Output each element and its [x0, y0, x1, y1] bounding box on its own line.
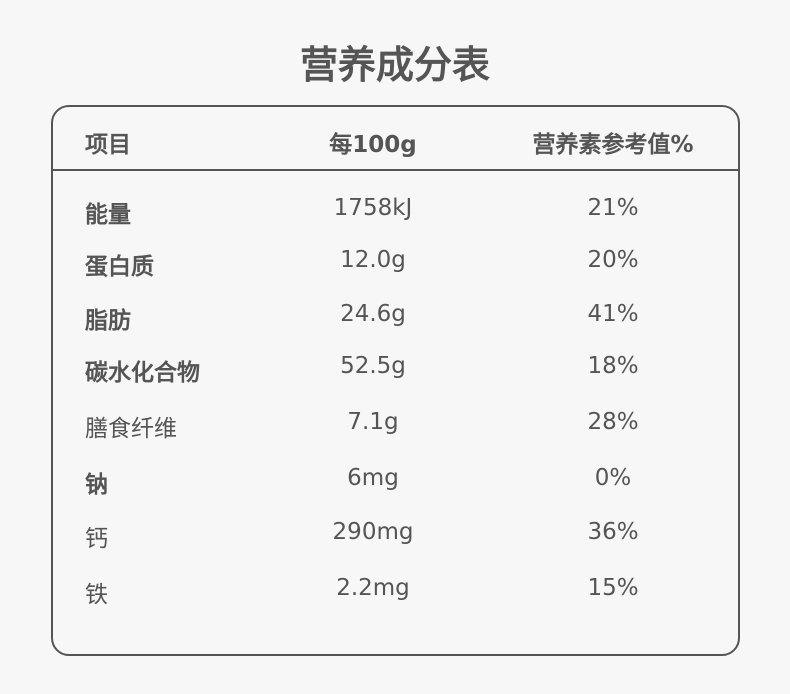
- page-title: 营养成分表: [299, 43, 490, 87]
- nutrient-name: 膳食纤维: [85, 416, 177, 442]
- amount-per-100g: 290mg: [332, 519, 414, 545]
- table-row: 膳食纤维 7.1g 28%: [53, 403, 738, 443]
- nutrient-name: 铁: [85, 582, 108, 608]
- nrv-percent: 15%: [587, 575, 639, 601]
- amount-per-100g: 6mg: [347, 465, 399, 491]
- table-header: 项目 每100g 营养素参考值%: [53, 107, 738, 171]
- nutrient-name: 碳水化合物: [85, 360, 200, 386]
- table-row: 钙 290mg 36%: [53, 513, 738, 553]
- nutrient-name: 钠: [85, 472, 108, 498]
- nutrient-name: 能量: [85, 202, 131, 228]
- amount-per-100g: 7.1g: [347, 409, 399, 435]
- nutrient-name: 蛋白质: [85, 254, 154, 280]
- amount-per-100g: 24.6g: [340, 301, 406, 327]
- table-row: 脂肪 24.6g 41%: [53, 295, 738, 335]
- header-item: 项目: [85, 132, 131, 158]
- table-row: 钠 6mg 0%: [53, 459, 738, 499]
- amount-per-100g: 12.0g: [340, 247, 406, 273]
- nrv-percent: 28%: [587, 409, 639, 435]
- nrv-percent: 18%: [587, 353, 639, 379]
- nutrient-name: 钙: [85, 526, 108, 552]
- table-row: 能量 1758kJ 21%: [53, 189, 738, 229]
- nrv-percent: 36%: [587, 519, 639, 545]
- nutrition-table: 项目 每100g 营养素参考值% 能量 1758kJ 21% 蛋白质 12.0g 20% 脂…: [51, 105, 740, 656]
- nrv-percent: 21%: [587, 195, 639, 221]
- nrv-percent: 20%: [587, 247, 639, 273]
- amount-per-100g: 1758kJ: [333, 195, 413, 221]
- amount-per-100g: 52.5g: [340, 353, 406, 379]
- table-row: 铁 2.2mg 15%: [53, 569, 738, 609]
- table-row: 碳水化合物 52.5g 18%: [53, 347, 738, 387]
- nrv-percent: 0%: [594, 465, 632, 491]
- table-row: 蛋白质 12.0g 20%: [53, 241, 738, 281]
- header-nrv: 营养素参考值%: [532, 132, 694, 158]
- nutrient-name: 脂肪: [85, 308, 131, 334]
- amount-per-100g: 2.2mg: [336, 575, 410, 601]
- nrv-percent: 41%: [587, 301, 639, 327]
- header-per-100g: 每100g: [329, 132, 417, 158]
